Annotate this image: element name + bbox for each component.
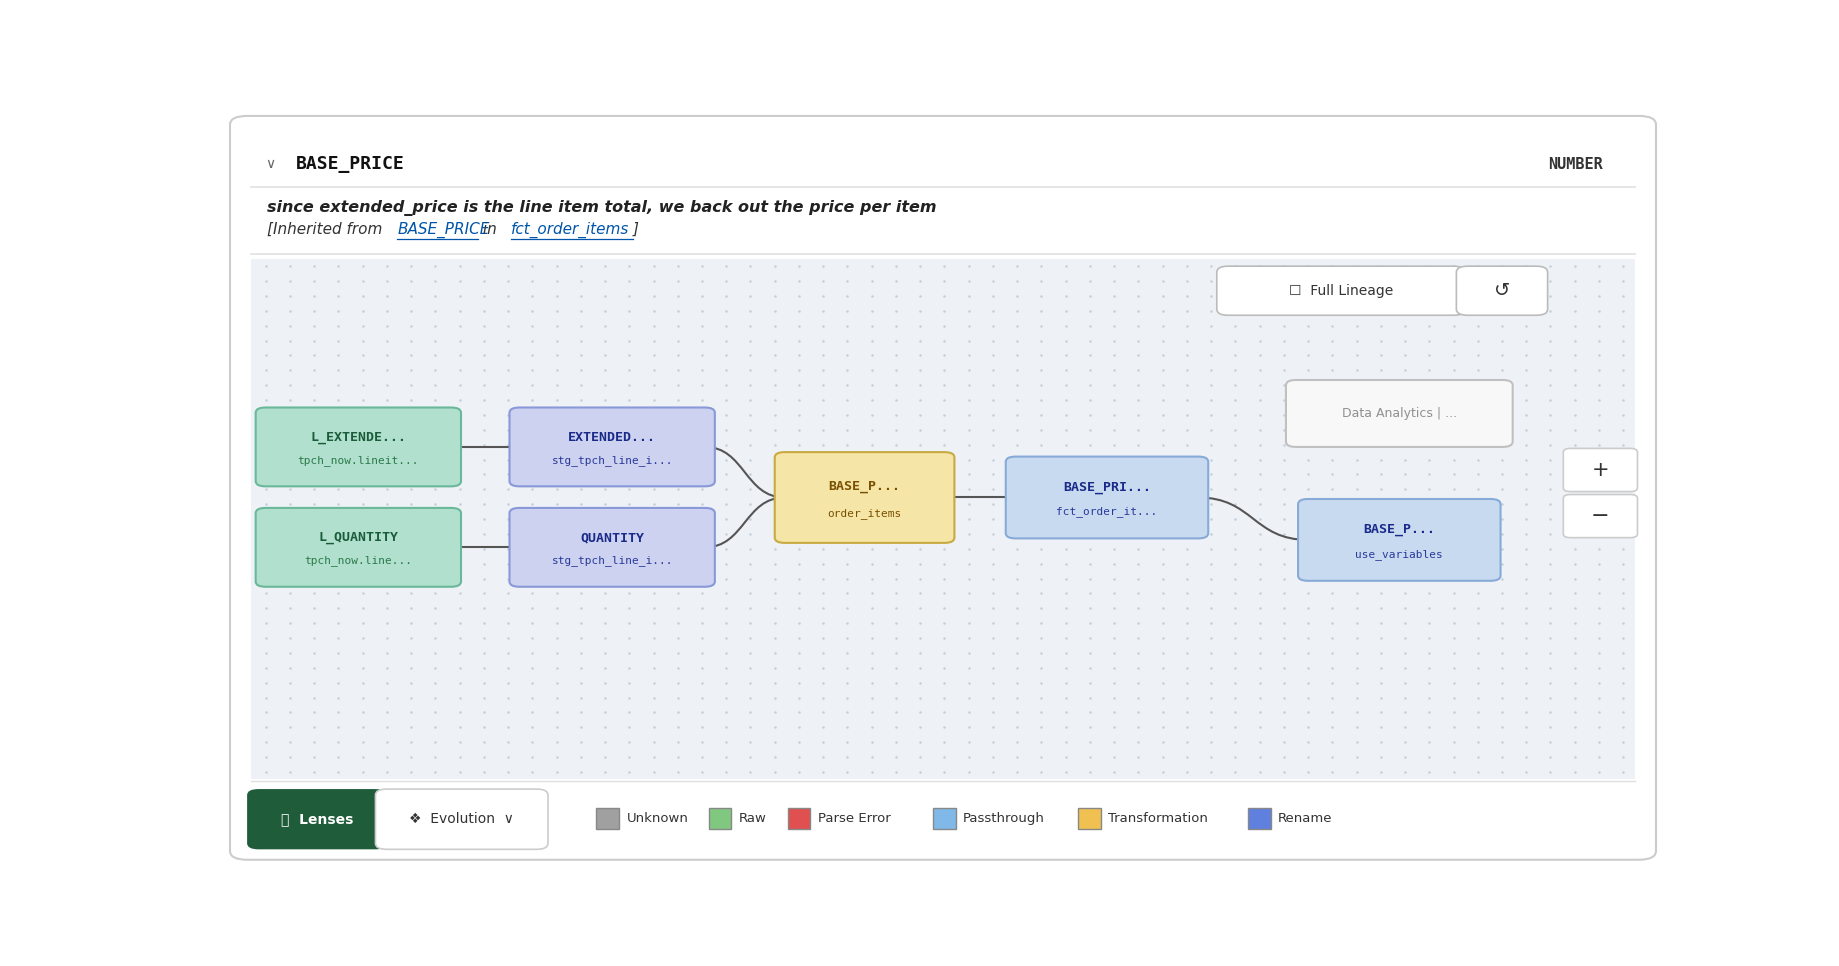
Text: ☐  Full Lineage: ☐ Full Lineage <box>1287 284 1392 298</box>
Text: Rename: Rename <box>1276 812 1331 825</box>
Text: ❖  Evolution  ∨: ❖ Evolution ∨ <box>408 811 513 826</box>
Text: in: in <box>478 222 502 238</box>
Text: Passthrough: Passthrough <box>962 812 1045 825</box>
Text: L_EXTENDE...: L_EXTENDE... <box>311 431 406 443</box>
FancyBboxPatch shape <box>787 809 809 829</box>
Text: BASE_PRI...: BASE_PRI... <box>1063 481 1151 494</box>
Text: use_variables: use_variables <box>1355 549 1442 559</box>
Text: BASE_PRICE: BASE_PRICE <box>296 156 405 173</box>
Text: −: − <box>1591 506 1609 526</box>
FancyBboxPatch shape <box>1006 457 1208 538</box>
Text: fct_order_it...: fct_order_it... <box>1056 506 1157 517</box>
Text: stg_tpch_line_i...: stg_tpch_line_i... <box>552 455 673 466</box>
Text: Raw: Raw <box>737 812 767 825</box>
FancyBboxPatch shape <box>252 259 1633 780</box>
FancyBboxPatch shape <box>509 508 714 586</box>
Text: ⦿  Lenses: ⦿ Lenses <box>281 811 353 826</box>
Text: since extended_price is the line item total, we back out the price per item: since extended_price is the line item to… <box>267 200 936 216</box>
FancyBboxPatch shape <box>256 508 462 586</box>
Text: ]: ] <box>633 222 638 238</box>
FancyBboxPatch shape <box>252 783 1633 848</box>
Text: L_QUANTITY: L_QUANTITY <box>318 531 397 544</box>
Text: EXTENDED...: EXTENDED... <box>568 431 657 443</box>
FancyBboxPatch shape <box>1563 448 1637 492</box>
Text: Data Analytics | ...: Data Analytics | ... <box>1341 407 1456 420</box>
Text: fct_order_items: fct_order_items <box>511 221 629 238</box>
Text: ↺: ↺ <box>1493 281 1510 300</box>
FancyBboxPatch shape <box>708 809 730 829</box>
FancyBboxPatch shape <box>1216 267 1464 315</box>
FancyBboxPatch shape <box>1456 267 1547 315</box>
FancyBboxPatch shape <box>1296 499 1501 581</box>
FancyBboxPatch shape <box>1247 809 1271 829</box>
FancyBboxPatch shape <box>1563 495 1637 538</box>
Text: BASE_PRICE: BASE_PRICE <box>397 221 489 238</box>
Text: NUMBER: NUMBER <box>1548 156 1602 172</box>
FancyBboxPatch shape <box>774 452 954 543</box>
Text: ∨: ∨ <box>265 157 274 171</box>
Text: order_items: order_items <box>828 508 901 519</box>
FancyBboxPatch shape <box>1285 380 1512 447</box>
FancyBboxPatch shape <box>246 789 386 849</box>
FancyBboxPatch shape <box>1078 809 1100 829</box>
FancyBboxPatch shape <box>509 408 714 486</box>
FancyBboxPatch shape <box>375 789 548 849</box>
FancyBboxPatch shape <box>932 809 954 829</box>
Text: tpch_now.lineit...: tpch_now.lineit... <box>298 455 419 466</box>
Text: Parse Error: Parse Error <box>817 812 890 825</box>
Text: tpch_now.line...: tpch_now.line... <box>303 555 412 566</box>
Text: +: + <box>1591 460 1609 480</box>
Text: BASE_P...: BASE_P... <box>828 480 899 493</box>
Text: [Inherited from: [Inherited from <box>267 222 388 238</box>
Text: Transformation: Transformation <box>1107 812 1206 825</box>
Text: stg_tpch_line_i...: stg_tpch_line_i... <box>552 555 673 566</box>
Text: BASE_P...: BASE_P... <box>1363 524 1434 536</box>
FancyBboxPatch shape <box>230 116 1655 860</box>
FancyBboxPatch shape <box>596 809 620 829</box>
FancyBboxPatch shape <box>256 408 462 486</box>
Text: QUANTITY: QUANTITY <box>579 531 644 544</box>
Text: Unknown: Unknown <box>625 812 688 825</box>
